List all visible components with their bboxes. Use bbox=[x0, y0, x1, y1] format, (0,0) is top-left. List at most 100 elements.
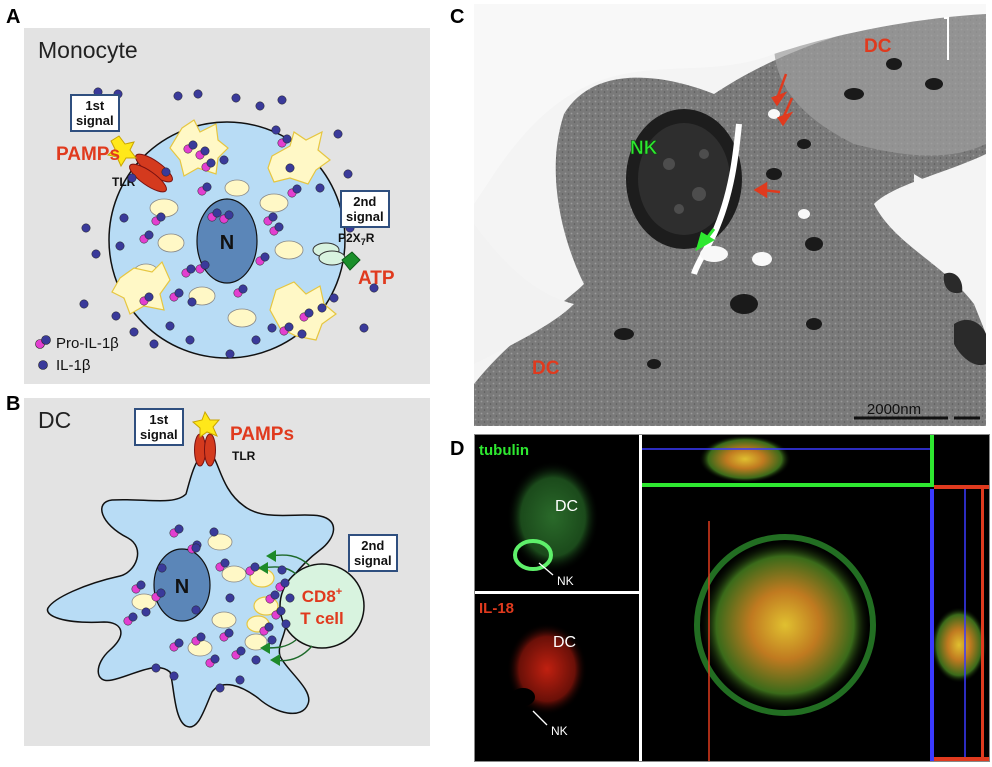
il1b-dot bbox=[285, 163, 295, 173]
pro-il1b-dot bbox=[200, 260, 210, 270]
il1b-dot bbox=[127, 173, 137, 183]
second-signal-box-b: 2nd signal bbox=[348, 534, 398, 572]
pro-il1b-molecules-b bbox=[123, 524, 290, 668]
monocyte-diagram: Monocyte N PAMPs TLR bbox=[35, 37, 395, 374]
il1b-dot bbox=[119, 213, 129, 223]
atp-diamond bbox=[341, 251, 361, 271]
panel-a-letter: A bbox=[6, 6, 21, 28]
pro-il1b-dot bbox=[260, 252, 270, 262]
pro-il1b-dot bbox=[224, 210, 234, 220]
dc-nucleus bbox=[153, 548, 211, 622]
monocyte-exocytosis bbox=[111, 119, 337, 341]
il1b-dot bbox=[185, 335, 195, 345]
pro-il1b-dot bbox=[224, 628, 234, 638]
t-cell-label-line1: CD8+ bbox=[302, 586, 342, 606]
p2x7r-label: P2X7R bbox=[338, 231, 375, 247]
il1b-dot bbox=[149, 339, 159, 349]
il1b-dot bbox=[235, 675, 245, 685]
il18-dc-label: DC bbox=[553, 634, 576, 651]
em-scale-label: 2000nm bbox=[867, 401, 921, 418]
il1b-dot bbox=[161, 167, 171, 177]
il1b-dot bbox=[317, 303, 327, 313]
pro-il1b-dot bbox=[304, 308, 314, 318]
pro-il1b-dot bbox=[202, 182, 212, 192]
pro-il1b-dot bbox=[220, 558, 230, 568]
em-green-arrow bbox=[695, 228, 716, 252]
em-image: 2000nm NK DC DC bbox=[474, 4, 986, 426]
il1b-dot bbox=[281, 619, 291, 629]
confocal-image: tubulin DC NK IL-18 DC NK bbox=[475, 435, 989, 761]
pamp-star-b bbox=[191, 410, 221, 438]
xz-projection bbox=[699, 435, 791, 483]
il1b-dot bbox=[191, 605, 201, 615]
monocyte-title: Monocyte bbox=[38, 37, 138, 63]
il1b-dot bbox=[165, 321, 175, 331]
il1b-dot bbox=[79, 299, 89, 309]
il1b-dot bbox=[219, 155, 229, 165]
il1b-dot bbox=[141, 607, 151, 617]
il1b-dot bbox=[129, 327, 139, 337]
pro-il1b-dot bbox=[276, 606, 286, 616]
pro-il1b-dot bbox=[270, 590, 280, 600]
em-dc-bottom-label: DC bbox=[532, 358, 560, 379]
il1b-dot bbox=[81, 223, 91, 233]
pro-il1b-dot bbox=[144, 292, 154, 302]
pro-il1b-dot bbox=[174, 288, 184, 298]
tubulin-nk-label: NK bbox=[557, 574, 574, 588]
dc-nucleus-label: N bbox=[175, 576, 189, 598]
pro-il1b-dot bbox=[196, 632, 206, 642]
panel-b-background: DC N CD8+ T cell bbox=[24, 398, 430, 746]
il1b-dot bbox=[169, 671, 179, 681]
il1b-dot bbox=[329, 293, 339, 303]
fluorescence-panel: tubulin DC NK IL-18 DC NK bbox=[474, 434, 990, 762]
il1b-dot bbox=[187, 297, 197, 307]
il1b-dot bbox=[157, 563, 167, 573]
em-red-arrows bbox=[753, 73, 794, 199]
monocyte-nucleus-label: N bbox=[220, 232, 234, 254]
pro-il1b-dot bbox=[136, 580, 146, 590]
pro-il1b-dot bbox=[292, 184, 302, 194]
pro-il1b-dot bbox=[206, 158, 216, 168]
il1b-dot bbox=[225, 349, 235, 359]
cd8-t-cell bbox=[279, 563, 365, 649]
em-dc-top-label: DC bbox=[864, 36, 892, 57]
pro-il1b-dot bbox=[264, 622, 274, 632]
il1b-dot bbox=[271, 125, 281, 135]
il1b-molecules-b bbox=[141, 527, 295, 693]
pro-il1b-dot bbox=[128, 612, 138, 622]
tlr-label-b: TLR bbox=[232, 449, 256, 463]
pro-il1b-dot bbox=[174, 638, 184, 648]
pro-il1b-dot bbox=[186, 264, 196, 274]
merged-cell bbox=[699, 539, 871, 711]
pro-il1b-dot bbox=[274, 222, 284, 232]
first-signal-box-b: 1st signal bbox=[134, 408, 184, 446]
il1b-dot bbox=[359, 323, 369, 333]
il1b-dot bbox=[277, 565, 287, 575]
il1b-dot bbox=[193, 89, 203, 99]
il1b-dot bbox=[285, 593, 295, 603]
il1b-dot bbox=[315, 183, 325, 193]
il1b-dot bbox=[111, 311, 121, 321]
panel-a-background: Monocyte N PAMPs TLR bbox=[24, 28, 430, 384]
pro-il1b-dot bbox=[284, 322, 294, 332]
legend-il1b-marker bbox=[38, 360, 48, 370]
il1b-dot bbox=[215, 683, 225, 693]
legend-pro-label: Pro-IL-1β bbox=[56, 335, 119, 352]
il1b-dot bbox=[267, 635, 277, 645]
il1b-dot bbox=[115, 241, 125, 251]
il1b-dot bbox=[191, 543, 201, 553]
tubulin-label: tubulin bbox=[479, 442, 529, 459]
tubulin-dc-label: DC bbox=[555, 498, 578, 515]
il18-nk-label: NK bbox=[551, 724, 568, 738]
pro-il1b-dot bbox=[280, 578, 290, 588]
il1b-dot bbox=[267, 323, 277, 333]
pro-il1b-dot bbox=[238, 284, 248, 294]
pro-il1b-dot bbox=[210, 654, 220, 664]
panel-c-letter: C bbox=[450, 6, 465, 28]
pro-il1b-dot bbox=[268, 212, 278, 222]
first-signal-box-a: 1st signal bbox=[70, 94, 120, 132]
tubulin-stain bbox=[507, 461, 599, 573]
em-granules bbox=[614, 58, 943, 369]
il1b-dot bbox=[333, 129, 343, 139]
dc-diagram: DC N CD8+ T cell bbox=[38, 407, 365, 728]
